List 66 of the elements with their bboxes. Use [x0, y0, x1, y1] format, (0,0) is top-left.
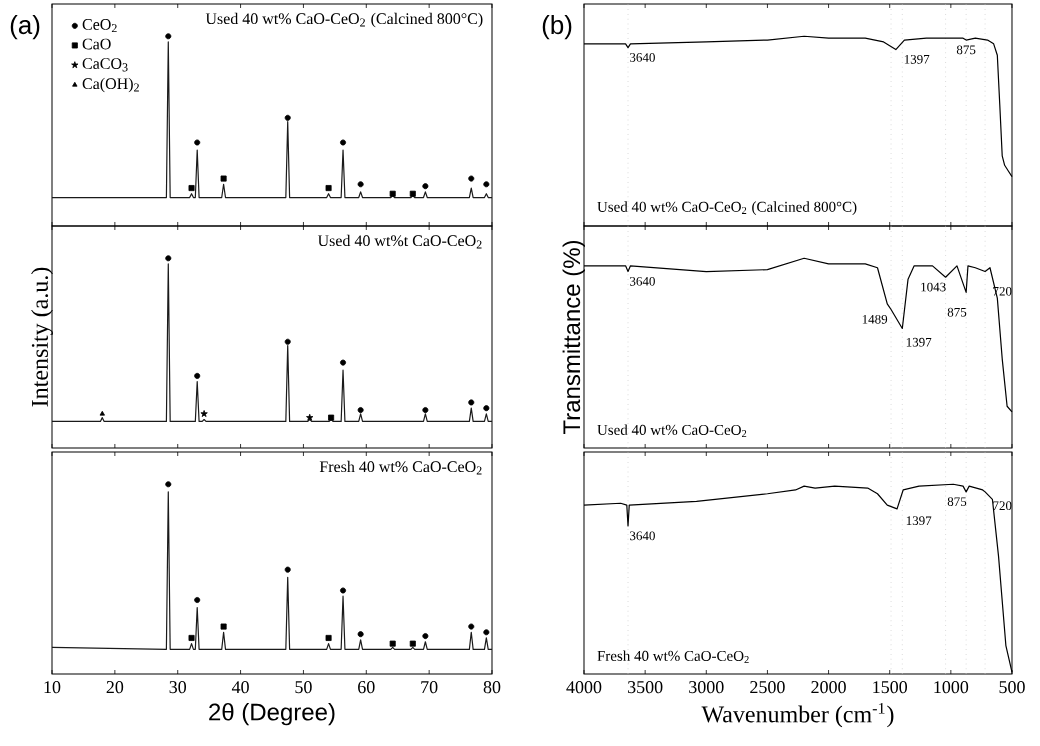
point: [357, 181, 364, 188]
point: [194, 597, 201, 604]
point: [422, 407, 429, 414]
point: [468, 175, 475, 182]
point: [340, 359, 347, 366]
point: [284, 338, 291, 345]
point: [483, 629, 490, 636]
legend-label: Ca(OH)$_{2}$: [82, 77, 139, 93]
x-axis-title: Wavenumber (cm$^{-1}$): [701, 702, 894, 728]
point: [357, 407, 364, 414]
legend-label: CeO$_{2}$: [82, 19, 117, 33]
point: [468, 623, 475, 630]
point: [340, 139, 347, 146]
x-tick-label: 40: [231, 681, 249, 694]
text: Used 40 wt%t CaO-CeO$_{2}$: [317, 234, 482, 249]
chart-title: (a): [10, 15, 40, 40]
point: [389, 640, 396, 647]
point: [483, 181, 490, 188]
point: [468, 399, 475, 406]
point: [328, 414, 335, 421]
point: [165, 481, 172, 488]
x-tick-label: 3500: [627, 681, 663, 694]
x-tick-label: 30: [169, 681, 187, 694]
text: Fresh 40 wt% CaO-CeO$_{2}$: [319, 460, 482, 475]
x-tick-label: 10: [44, 681, 61, 694]
x-tick-label: 500: [999, 681, 1025, 694]
x-tick-label: 3000: [689, 681, 724, 694]
point: [165, 255, 172, 262]
x-tick-label: 70: [421, 681, 438, 694]
point: [200, 410, 208, 417]
point: [220, 623, 227, 630]
point: [340, 587, 347, 594]
x-tick-label: 2000: [811, 681, 846, 694]
point: [357, 631, 364, 638]
legend-label: CaCO$_{3}$: [82, 58, 128, 72]
point: [165, 33, 172, 40]
x-tick-label: 50: [295, 681, 312, 694]
point: [284, 566, 291, 573]
point: [422, 633, 429, 640]
x-tick-label: 1500: [873, 681, 908, 694]
point: [188, 185, 195, 192]
y-axis-title: Intensity (a.u.): [31, 267, 53, 407]
x-tick-label: 60: [358, 681, 375, 694]
point: [325, 634, 332, 641]
point: [409, 640, 416, 647]
text: Used 40 wt% CaO-CeO$_{2}$ (Calcined 800°C): [205, 12, 483, 28]
point: [306, 413, 314, 421]
x-tick-label: 80: [483, 681, 501, 694]
x-axis-title: 2θ (Degree): [209, 702, 335, 726]
point: [422, 183, 429, 190]
legend-label: CaO: [82, 38, 111, 50]
point: [188, 634, 195, 641]
x-tick-label: 1000: [934, 681, 969, 694]
x-tick-label: 20: [106, 681, 124, 694]
point: [220, 175, 227, 182]
chart-title: (b): [542, 15, 572, 40]
x-tick-label: 2500: [750, 681, 785, 694]
point: [284, 114, 291, 121]
point: [194, 372, 201, 379]
point: [389, 190, 396, 197]
point: [409, 190, 416, 197]
point: [194, 139, 201, 146]
point: [325, 185, 332, 192]
x-tick-label: 4000: [566, 681, 602, 694]
y-axis-title: Transmittance (%): [562, 240, 585, 435]
point: [483, 405, 490, 412]
